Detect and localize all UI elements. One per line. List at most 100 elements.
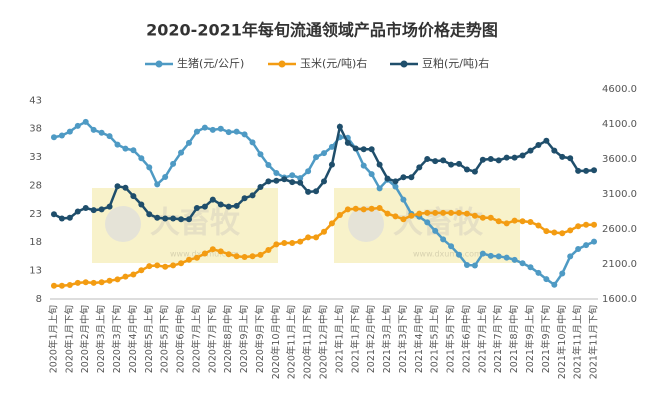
x-tick-label: 2021年7月上旬 xyxy=(476,305,488,373)
point xyxy=(559,230,566,237)
point xyxy=(543,276,550,283)
x-tick-label: 2020年10月中旬 xyxy=(270,305,282,379)
point xyxy=(233,253,240,260)
point xyxy=(392,213,399,220)
point xyxy=(98,206,105,213)
point xyxy=(249,192,256,199)
point xyxy=(138,201,145,208)
point xyxy=(217,248,224,255)
point xyxy=(471,212,478,219)
point xyxy=(241,195,248,202)
point xyxy=(408,174,415,181)
point xyxy=(146,211,153,218)
x-tick-label: 2021年9月上旬 xyxy=(524,305,536,373)
point xyxy=(90,207,97,214)
point xyxy=(543,228,550,235)
point xyxy=(178,260,185,267)
point xyxy=(479,156,486,163)
point xyxy=(376,185,383,192)
x-tick-label: 2020年7月下旬 xyxy=(206,305,218,373)
x-tick-label: 2021年2月中旬 xyxy=(365,305,377,373)
point xyxy=(233,128,240,135)
point xyxy=(233,202,240,209)
point xyxy=(74,279,81,286)
legend-label: 豆粕(元/吨)右 xyxy=(422,56,489,70)
point xyxy=(471,168,478,175)
x-tick-label: 2020年2月中旬 xyxy=(79,305,91,373)
y2-tick-label: 2600.0 xyxy=(602,224,637,235)
point xyxy=(281,176,288,183)
point xyxy=(273,177,280,184)
x-tick-label: 2020年6月中旬 xyxy=(175,305,187,373)
y2-tick-label: 3100.0 xyxy=(602,189,637,200)
point xyxy=(400,174,407,181)
point xyxy=(344,139,351,146)
point xyxy=(575,246,582,253)
point xyxy=(471,262,478,269)
x-tick-label: 2021年1月下旬 xyxy=(349,305,361,373)
x-tick-label: 2020年3月上旬 xyxy=(95,305,107,373)
point xyxy=(384,210,391,217)
point xyxy=(185,256,192,263)
point xyxy=(352,145,359,152)
point xyxy=(201,203,208,210)
point xyxy=(265,162,272,169)
point xyxy=(456,251,463,258)
point xyxy=(344,206,351,213)
point xyxy=(66,282,73,288)
point xyxy=(591,221,598,228)
point xyxy=(424,219,431,226)
point xyxy=(360,162,367,169)
point xyxy=(392,183,399,190)
x-tick-label: 2021年8月中旬 xyxy=(508,305,520,373)
point xyxy=(185,139,192,146)
point xyxy=(305,188,312,195)
point xyxy=(551,229,558,236)
point xyxy=(225,129,232,136)
point xyxy=(50,211,57,218)
point xyxy=(209,126,216,133)
point xyxy=(217,201,224,208)
point xyxy=(432,158,439,165)
point xyxy=(114,276,121,283)
point xyxy=(114,183,121,190)
point xyxy=(440,236,447,243)
point xyxy=(273,241,280,248)
point xyxy=(178,216,185,223)
point xyxy=(217,125,224,132)
point xyxy=(162,173,169,180)
point xyxy=(209,196,216,203)
point xyxy=(201,124,208,131)
x-tick-label: 2020年12月中旬 xyxy=(318,305,330,379)
point xyxy=(114,141,121,148)
point xyxy=(154,262,161,269)
point xyxy=(368,146,375,153)
point xyxy=(567,155,574,162)
point xyxy=(416,210,423,217)
watermark-logo xyxy=(348,206,384,242)
x-tick-label: 2021年7月下旬 xyxy=(492,305,504,373)
x-tick-label: 2021年1月上旬 xyxy=(333,305,345,373)
point xyxy=(328,143,335,150)
point xyxy=(400,196,407,203)
point xyxy=(249,139,256,146)
x-tick-label: 2020年1月下旬 xyxy=(63,305,75,373)
point xyxy=(90,279,97,286)
point xyxy=(154,181,161,188)
point xyxy=(424,209,431,216)
legend-marker xyxy=(155,60,163,68)
point xyxy=(463,166,470,173)
point xyxy=(440,209,447,216)
point xyxy=(154,214,161,221)
point xyxy=(225,251,232,258)
point xyxy=(66,214,73,221)
point xyxy=(583,221,590,228)
point xyxy=(106,133,113,140)
y-tick-label: 43 xyxy=(29,95,42,106)
point xyxy=(58,282,65,289)
point xyxy=(122,145,129,152)
point xyxy=(82,118,89,125)
point xyxy=(495,253,502,260)
point xyxy=(98,129,105,136)
point xyxy=(352,205,359,212)
